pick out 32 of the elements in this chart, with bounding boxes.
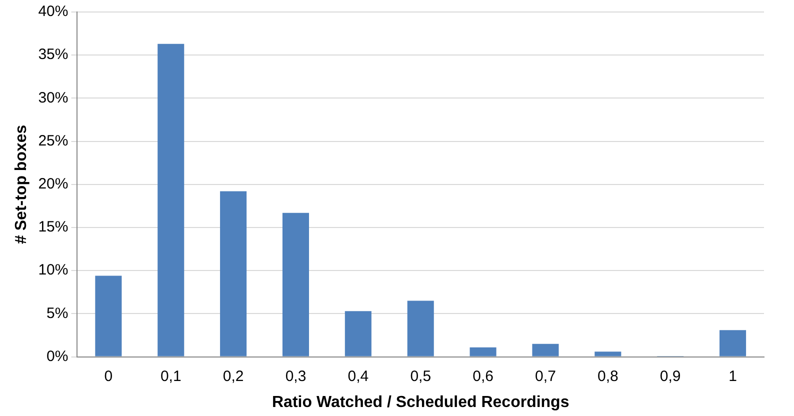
bar [470, 347, 496, 356]
x-tick-label: 1 [728, 368, 737, 385]
x-tick-label: 0,7 [535, 368, 556, 385]
x-tick-label: 0,9 [660, 368, 681, 385]
bar [344, 311, 372, 356]
bar [594, 352, 622, 356]
y-tick-label: 20% [38, 176, 68, 193]
x-tick-label: 0,3 [285, 368, 306, 385]
bar [282, 212, 310, 356]
y-axis-title: # Set-top boxes [13, 124, 30, 244]
y-tick-label: 0% [46, 348, 68, 365]
x-tick-label: 0,6 [472, 368, 494, 385]
x-tick-label: 0,2 [222, 368, 244, 385]
x-tick-label: 0,5 [410, 368, 432, 385]
bar [158, 44, 184, 356]
y-tick-label: 25% [38, 132, 68, 150]
x-tick-label: 0,1 [160, 368, 182, 385]
y-tick-label: 35% [38, 46, 68, 64]
x-tick-label: 0,4 [348, 368, 369, 385]
x-tick-label: 0 [104, 368, 113, 385]
bar [95, 276, 122, 356]
y-tick-label: 30% [38, 89, 68, 106]
y-tick-label: 5% [46, 304, 68, 322]
y-tick-label: 10% [38, 262, 68, 279]
y-tick-label: 15% [38, 218, 68, 236]
x-axis-title: Ratio Watched / Scheduled Recordings [272, 394, 570, 411]
bar [720, 330, 746, 356]
bar [220, 191, 247, 356]
x-tick-label: 0,8 [597, 368, 618, 385]
y-tick-label: 40% [38, 3, 68, 20]
bar [532, 344, 559, 356]
bar [407, 300, 434, 356]
